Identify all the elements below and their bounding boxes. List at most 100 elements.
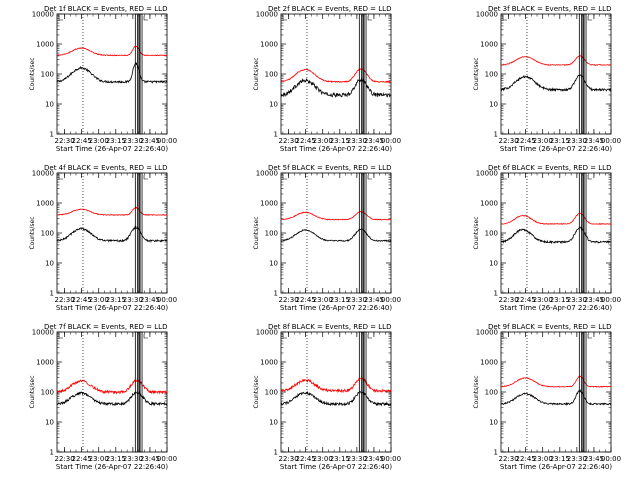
- detector-panel-4: Det 4f BLACK = Events, RED = LLD 1 10 100 10…: [29, 164, 177, 312]
- x-tick-label: 23:15: [106, 296, 126, 304]
- detector-panel-9: Det 9f BLACK = Events, RED = LLD 1 10 100 10…: [473, 323, 621, 471]
- series-events-line: [280, 77, 392, 98]
- series-lld-line: [500, 375, 612, 388]
- y-tick-label: 1: [274, 131, 278, 139]
- x-tick-label: 23:00: [89, 137, 109, 145]
- x-tick-label: 22:30: [54, 455, 74, 463]
- y-tick-label: 1: [494, 131, 498, 139]
- panel-title: Det 6f BLACK = Events, RED = LLD: [488, 164, 611, 172]
- y-tick-label: 10000: [476, 11, 498, 19]
- x-tick-label: 22:30: [498, 296, 518, 304]
- corner-marker: [58, 334, 63, 339]
- x-tick-label: 00:00: [157, 137, 177, 145]
- y-tick-label: 1: [50, 131, 54, 139]
- corner-marker: [502, 175, 507, 180]
- series-lld-line: [500, 55, 612, 66]
- y-axis-label: Counts/sec: [29, 216, 36, 249]
- x-axis-label: Start Time (26-Apr-07 22:26:40): [500, 145, 612, 153]
- x-tick-label: 22:45: [72, 455, 92, 463]
- x-tick-label: 23:00: [89, 296, 109, 304]
- y-tick-label: 10: [45, 260, 54, 268]
- series-events-line: [500, 226, 612, 245]
- time-interval-box: [578, 13, 582, 135]
- y-tick-label: 1: [494, 449, 498, 457]
- detector-panel-1: Det 1f BLACK = Events, RED = LLD 1 10 100 10…: [29, 5, 177, 153]
- detector-panel-6: Det 6f BLACK = Events, RED = LLD 1 10 100 10…: [473, 164, 621, 312]
- time-interval-box: [358, 172, 362, 294]
- y-tick-label: 100: [265, 230, 278, 238]
- detector-panel-5: Det 5f BLACK = Events, RED = LLD 1 10 100 10…: [253, 164, 401, 312]
- y-tick-label: 100: [485, 230, 498, 238]
- series-events-line: [280, 390, 392, 407]
- x-tick-label: 23:15: [550, 455, 570, 463]
- x-tick-label: 22:45: [296, 137, 316, 145]
- panel-title: Det 5f BLACK = Events, RED = LLD: [268, 164, 391, 172]
- corner-marker: [58, 175, 63, 180]
- x-tick-label: 23:00: [313, 296, 333, 304]
- series-lld-line: [280, 210, 392, 221]
- y-tick-label: 10: [269, 260, 278, 268]
- x-tick-label: 23:15: [106, 137, 126, 145]
- y-tick-label: 1: [494, 290, 498, 298]
- corner-marker: [587, 175, 593, 180]
- time-interval-box: [363, 331, 367, 453]
- y-axis-label: Counts/sec: [253, 375, 260, 408]
- y-tick-label: 100: [41, 389, 54, 397]
- detector-panel-8: Det 8f BLACK = Events, RED = LLD 1 10 100 10…: [253, 323, 401, 471]
- corner-marker: [143, 16, 149, 21]
- x-tick-label: 23:45: [584, 137, 604, 145]
- series-lld-line: [280, 68, 392, 84]
- y-tick-label: 1: [50, 290, 54, 298]
- y-axis-label: Counts/sec: [253, 216, 260, 249]
- y-tick-label: 1000: [260, 359, 278, 367]
- x-axis-label: Start Time (26-Apr-07 22:26:40): [500, 304, 612, 312]
- x-tick-label: 00:00: [157, 296, 177, 304]
- time-interval-box: [583, 172, 587, 294]
- panel-title: Det 4f BLACK = Events, RED = LLD: [44, 164, 167, 172]
- x-tick-label: 22:30: [54, 137, 74, 145]
- y-tick-label: 10: [269, 101, 278, 109]
- x-tick-label: 23:00: [533, 455, 553, 463]
- x-tick-label: 22:30: [498, 137, 518, 145]
- corner-marker: [282, 334, 287, 339]
- time-interval-box: [578, 172, 582, 294]
- corner-marker: [502, 334, 507, 339]
- time-interval-box: [139, 172, 143, 294]
- x-tick-label: 23:00: [313, 455, 333, 463]
- x-tick-label: 23:45: [364, 296, 384, 304]
- y-tick-label: 1000: [36, 200, 54, 208]
- y-tick-label: 100: [41, 230, 54, 238]
- detector-panel-3: Det 3f BLACK = Events, RED = LLD 1 10 100 10…: [473, 5, 621, 153]
- panel-title: Det 8f BLACK = Events, RED = LLD: [268, 323, 391, 331]
- time-interval-box: [139, 331, 143, 453]
- series-lld-line: [280, 377, 392, 394]
- x-tick-label: 23:30: [567, 137, 587, 145]
- y-axis-label: Counts/sec: [253, 57, 260, 90]
- x-tick-label: 23:00: [89, 455, 109, 463]
- x-axis-label: Start Time (26-Apr-07 22:26:40): [56, 304, 168, 312]
- corner-marker: [587, 334, 593, 339]
- series-events-line: [56, 225, 168, 243]
- y-tick-label: 10000: [32, 170, 54, 178]
- y-axis-label: Counts/sec: [29, 57, 36, 90]
- y-axis-label: Counts/sec: [473, 375, 480, 408]
- corner-marker: [367, 334, 373, 339]
- x-tick-label: 23:00: [313, 137, 333, 145]
- x-tick-label: 00:00: [381, 137, 401, 145]
- series-lld-line: [500, 212, 612, 225]
- series-events-line: [56, 390, 168, 407]
- y-tick-label: 1: [274, 449, 278, 457]
- x-tick-label: 22:45: [516, 455, 536, 463]
- x-tick-label: 22:45: [296, 455, 316, 463]
- corner-marker: [143, 334, 149, 339]
- x-tick-label: 23:30: [123, 296, 143, 304]
- corner-marker: [367, 175, 373, 180]
- y-tick-label: 10000: [476, 170, 498, 178]
- x-tick-label: 23:30: [567, 296, 587, 304]
- x-tick-label: 23:45: [140, 455, 160, 463]
- detector-panel-2: Det 2f BLACK = Events, RED = LLD 1 10 100 10…: [253, 5, 401, 153]
- y-tick-label: 10: [45, 101, 54, 109]
- panel-title: Det 2f BLACK = Events, RED = LLD: [268, 5, 391, 13]
- time-interval-box: [583, 331, 587, 453]
